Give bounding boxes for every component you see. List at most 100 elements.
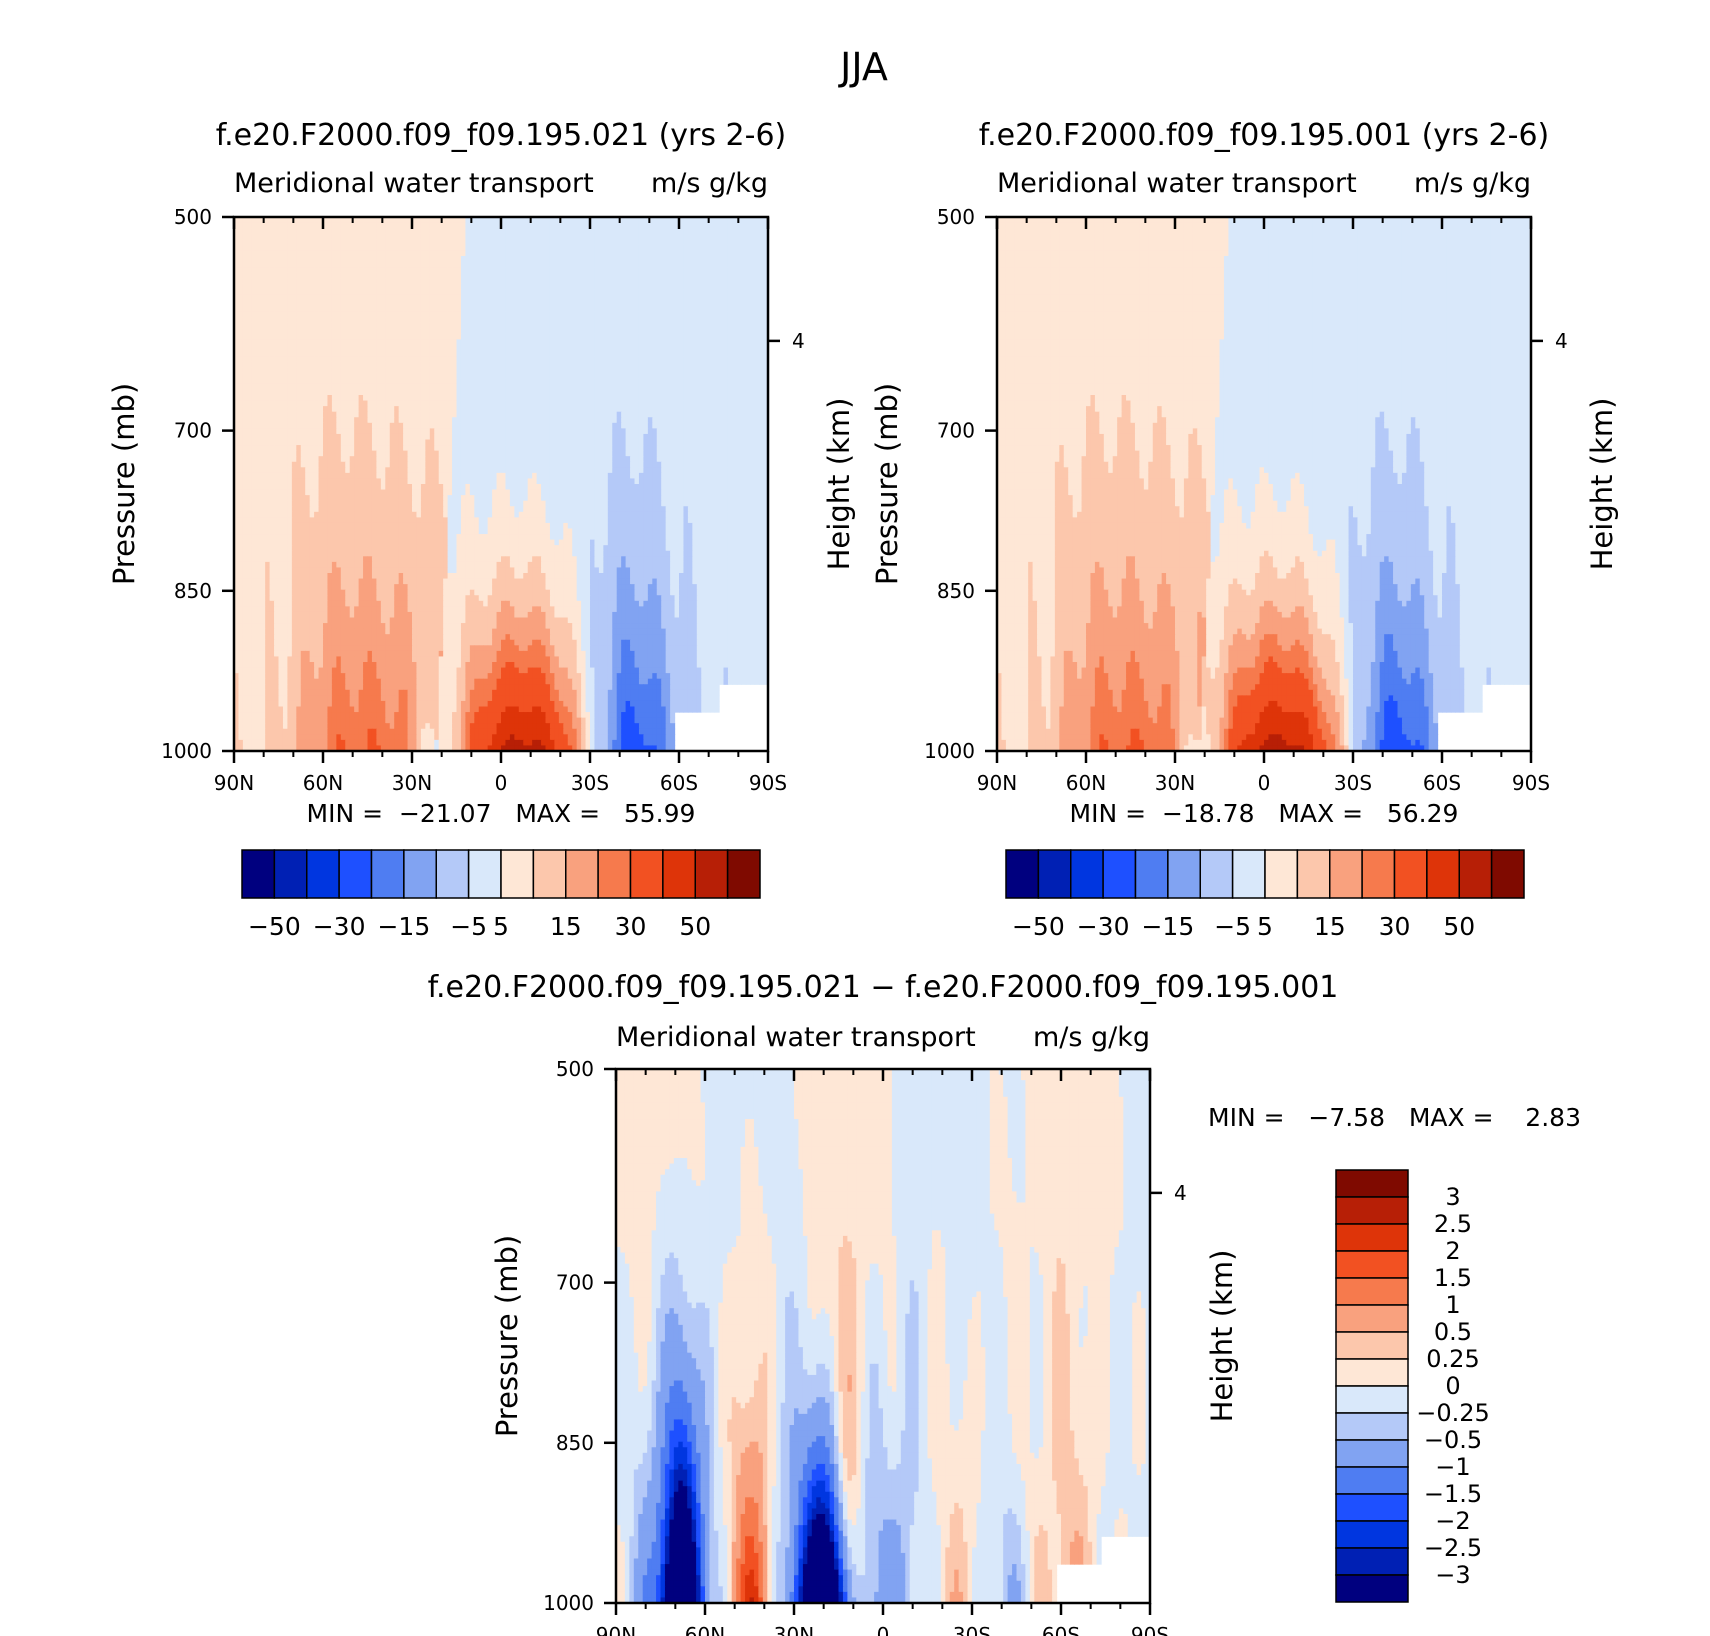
contour-cell [465,272,471,279]
contour-cell [469,428,475,435]
contour-cell [260,239,266,246]
contour-cell [625,278,631,285]
contour-cell [487,306,493,313]
contour-cell [527,356,533,363]
contour-cell [670,356,676,363]
contour-cell [665,244,671,251]
contour-cell [380,255,386,263]
contour-cell [581,417,587,424]
contour-cell [567,406,573,413]
contour-cell [732,411,738,418]
contour-cell [683,328,689,335]
contour-cell [647,300,653,307]
contour-cell [594,339,600,346]
contour-cell [478,411,484,418]
contour-cell [701,333,707,340]
contour-cell [572,383,578,391]
contour-cell [647,261,653,268]
contour-cell [363,328,369,335]
contour-cell [456,395,462,402]
contour-cell [701,244,707,251]
contour-cell [687,289,693,296]
contour-cell [429,322,435,329]
contour-cell [460,222,466,229]
contour-cell [719,328,725,335]
contour-cell [363,333,369,340]
contour-cell [509,289,515,296]
contour-cell [501,433,507,441]
contour-cell [701,233,707,240]
contour-cell [251,278,257,285]
contour-cell [323,272,329,279]
contour-cell [447,333,453,340]
contour-cell [598,356,604,363]
contour-cell [420,228,426,235]
contour-cell [545,439,551,446]
contour-cell [376,422,382,429]
contour-cell [598,417,604,424]
contour-cell [363,400,369,407]
contour-cell [247,361,253,368]
contour-cell [679,233,685,240]
contour-cell [287,389,293,396]
contour-cell [416,411,422,418]
contour-cell [661,350,667,357]
contour-cell [683,417,689,424]
contour-cell [456,422,462,429]
contour-cell [687,217,693,224]
contour-cell [541,261,547,268]
contour-cell [692,372,698,379]
contour-cell [318,361,324,368]
contour-cell [367,411,373,418]
contour-cell [741,406,747,413]
contour-cell [238,322,244,329]
contour-cell [398,428,404,435]
contour-cell [394,417,400,424]
contour-cell [763,372,768,379]
contour-cell [269,445,275,452]
contour-cell [705,339,711,346]
contour-cell [420,306,426,313]
contour-cell [692,283,698,290]
contour-cell [251,289,257,296]
contour-cell [558,439,564,446]
contour-cell [474,389,480,396]
contour-cell [576,294,582,302]
contour-cell [594,400,600,407]
contour-cell [234,289,240,296]
contour-cell [256,406,262,413]
contour-cell [590,383,596,391]
contour-cell [514,233,520,240]
contour-cell [323,306,329,313]
contour-cell [541,217,547,224]
contour-cell [665,339,671,346]
contour-cell [545,222,551,229]
contour-cell [282,322,288,329]
contour-cell [331,300,337,307]
contour-cell [327,417,333,424]
contour-cell [625,283,631,290]
contour-cell [763,367,768,374]
contour-cell [518,344,524,352]
contour-cell [621,239,627,246]
contour-cell [412,283,418,290]
contour-cell [625,300,631,307]
contour-cell [687,378,693,385]
contour-cell [291,333,297,340]
contour-cell [309,367,315,374]
contour-cell [305,317,311,324]
contour-cell [247,367,253,374]
contour-cell [541,278,547,285]
contour-cell [630,272,636,279]
contour-cell [469,350,475,357]
contour-cell [679,383,685,391]
contour-cell [505,261,511,268]
contour-cell [505,361,511,368]
contour-cell [465,411,471,418]
contour-cell [394,311,400,318]
contour-cell [434,339,440,346]
contour-cell [492,356,498,363]
contour-cell [323,294,329,302]
contour-cell [327,400,333,407]
contour-cell [572,244,578,251]
